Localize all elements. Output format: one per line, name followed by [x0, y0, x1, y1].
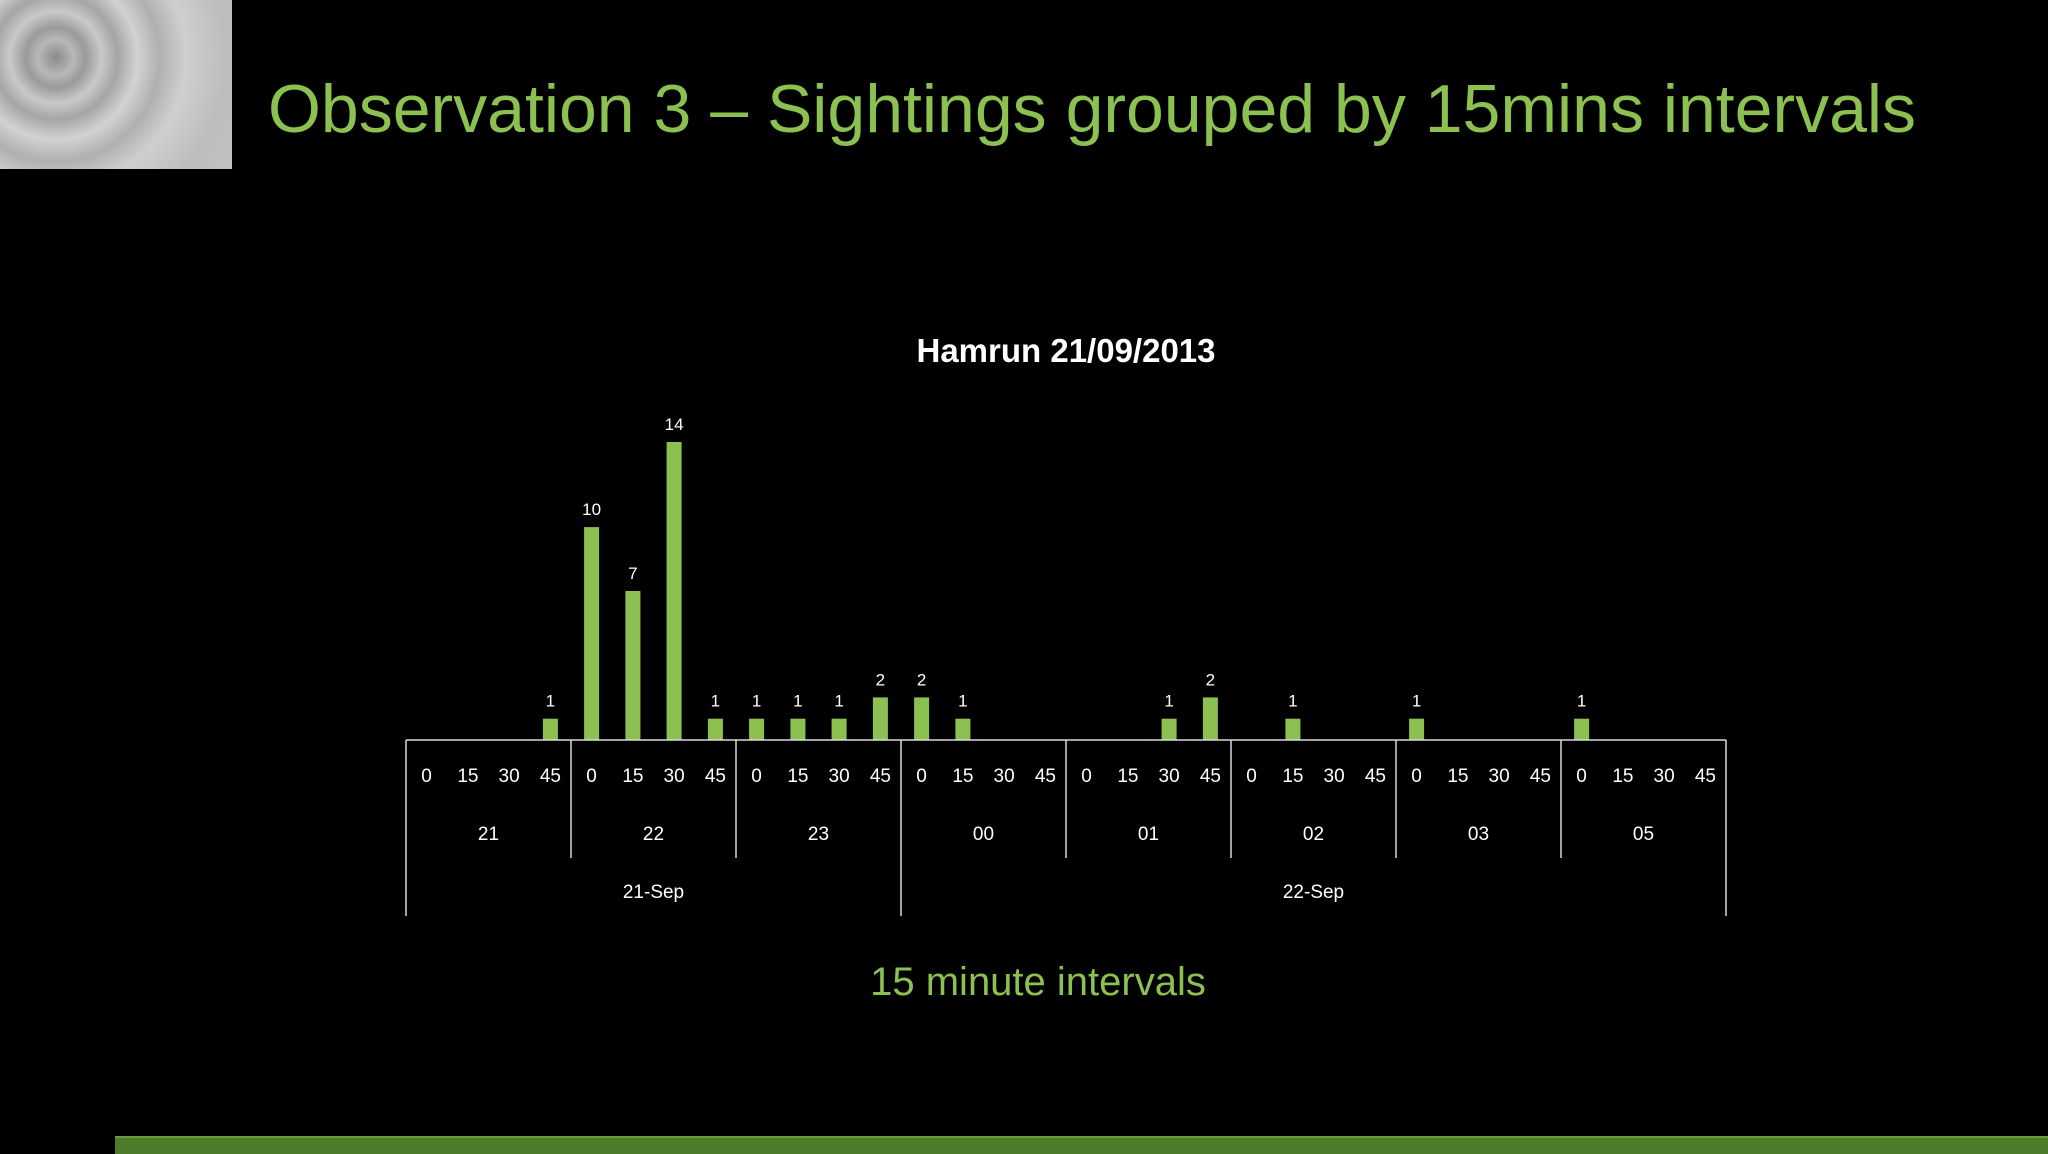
bar	[790, 718, 806, 740]
minute-tick-label: 15	[787, 766, 808, 787]
hour-tick-label: 22	[643, 824, 664, 845]
bar	[1161, 718, 1177, 740]
hour-tick-label: 02	[1303, 824, 1324, 845]
minute-tick-label: 15	[1117, 766, 1138, 787]
minute-tick-label: 15	[1612, 766, 1633, 787]
bar-data-label: 1	[546, 692, 555, 711]
bar-data-label: 1	[1288, 692, 1297, 711]
minute-tick-label: 30	[499, 766, 520, 787]
bar-data-label: 1	[793, 692, 802, 711]
bar	[914, 697, 930, 740]
minute-tick-label: 45	[1695, 766, 1716, 787]
bar	[707, 718, 723, 740]
minute-tick-label: 0	[421, 766, 432, 787]
bar-data-label: 7	[628, 564, 637, 583]
hour-tick-label: 23	[808, 824, 829, 845]
minute-tick-label: 0	[751, 766, 762, 787]
minute-tick-label: 30	[1654, 766, 1675, 787]
bar	[831, 718, 847, 740]
chart-title: Hamrun 21/09/2013	[916, 332, 1215, 369]
minute-tick-label: 45	[1365, 766, 1386, 787]
minute-tick-label: 30	[994, 766, 1015, 787]
minute-tick-label: 0	[1246, 766, 1257, 787]
minute-tick-label: 45	[705, 766, 726, 787]
bar	[1285, 718, 1301, 740]
hour-tick-label: 00	[973, 824, 994, 845]
bar-data-label: 2	[1206, 670, 1215, 689]
date-tick-label: 21-Sep	[623, 882, 684, 903]
bar-data-label: 1	[834, 692, 843, 711]
minute-tick-label: 0	[1411, 766, 1422, 787]
minute-tick-label: 45	[870, 766, 891, 787]
minute-tick-label: 15	[1282, 766, 1303, 787]
date-tick-label: 22-Sep	[1283, 882, 1344, 903]
minute-tick-label: 30	[1159, 766, 1180, 787]
bar	[625, 591, 641, 740]
minute-tick-label: 15	[622, 766, 643, 787]
minute-tick-label: 15	[1447, 766, 1468, 787]
hour-tick-label: 21	[478, 824, 499, 845]
minute-tick-label: 30	[664, 766, 685, 787]
bar-data-label: 1	[958, 692, 967, 711]
minute-tick-label: 0	[586, 766, 597, 787]
bar	[1202, 697, 1218, 740]
minute-tick-label: 30	[829, 766, 850, 787]
bar-data-label: 1	[1412, 692, 1421, 711]
minute-tick-label: 15	[457, 766, 478, 787]
hour-tick-label: 01	[1138, 824, 1159, 845]
bar-data-label: 1	[1577, 692, 1586, 711]
minute-tick-label: 30	[1489, 766, 1510, 787]
bar	[872, 697, 888, 740]
bar	[1574, 718, 1590, 740]
bar-data-label: 1	[752, 692, 761, 711]
hour-tick-label: 03	[1468, 824, 1489, 845]
minute-tick-label: 30	[1324, 766, 1345, 787]
bars-layer: 1 10 7 14 1 1 1 1 2 2 1 1 2 1 1 1	[542, 415, 1590, 740]
bar	[749, 718, 765, 740]
x-axis: 0 15 30 45 0 15 30 45 0 15 30 45 0 15 30 45 0 15 30 45 0 15 30…	[405, 739, 1727, 916]
minute-tick-label: 45	[1035, 766, 1056, 787]
bar	[666, 442, 682, 740]
bar-data-label: 14	[665, 415, 684, 434]
footer-band	[115, 1136, 2048, 1154]
bar-data-label: 10	[582, 500, 601, 519]
minute-tick-label: 45	[540, 766, 561, 787]
bar-data-label: 2	[917, 670, 926, 689]
bar	[584, 527, 600, 740]
minute-tick-label: 0	[1081, 766, 1092, 787]
bar	[1409, 718, 1425, 740]
x-axis-caption: 15 minute intervals	[870, 960, 1206, 1004]
minute-tick-label: 0	[916, 766, 927, 787]
slide-title: Observation 3 – Sightings grouped by 15m…	[268, 71, 1917, 147]
bar-data-label: 2	[876, 670, 885, 689]
hour-tick-label: 05	[1633, 824, 1654, 845]
minute-tick-label: 15	[952, 766, 973, 787]
bar-data-label: 1	[1164, 692, 1173, 711]
bar	[955, 718, 971, 740]
bar	[542, 718, 558, 740]
minute-tick-label: 45	[1530, 766, 1551, 787]
minute-tick-label: 0	[1576, 766, 1587, 787]
bar-data-label: 1	[711, 692, 720, 711]
minute-tick-label: 45	[1200, 766, 1221, 787]
corner-decorative-image	[0, 0, 232, 169]
